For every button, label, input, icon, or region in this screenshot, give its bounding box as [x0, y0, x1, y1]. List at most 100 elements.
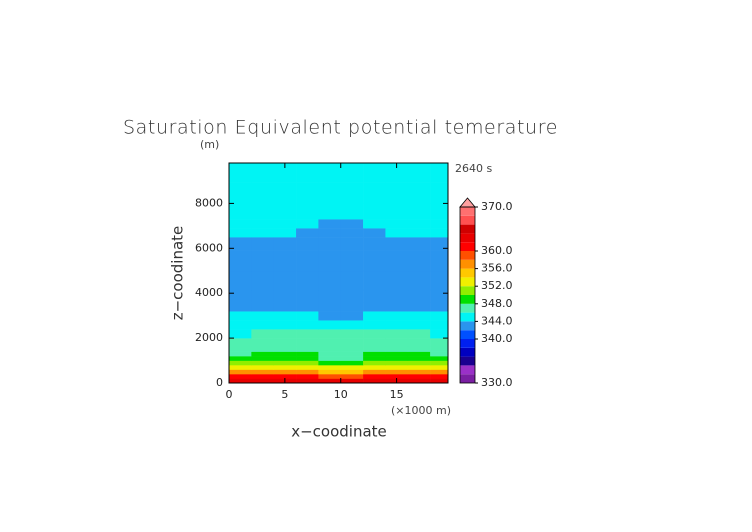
- colorbar-band: [460, 356, 475, 366]
- contour-cell: [340, 289, 364, 303]
- contour-cell: [296, 302, 319, 312]
- contour-cell: [229, 360, 252, 366]
- contour-cell: [363, 356, 386, 361]
- contour-cell: [340, 365, 364, 370]
- contour-cell: [363, 320, 386, 330]
- contour-cell: [273, 320, 297, 330]
- contour-cell: [251, 219, 274, 229]
- contour-cell: [318, 289, 342, 303]
- contour-cell: [229, 228, 252, 238]
- contour-cell: [407, 237, 431, 251]
- x-unit: (×1000 m): [391, 404, 451, 417]
- contour-cell: [385, 320, 409, 330]
- contour-cell: [229, 338, 252, 347]
- contour-cell: [340, 374, 364, 379]
- contour-cell: [340, 356, 364, 361]
- contour-cell: [385, 356, 409, 361]
- contour-cell: [363, 302, 386, 312]
- contour-cell: [430, 345, 449, 352]
- contour-cell: [363, 250, 386, 272]
- contour-cell: [318, 369, 342, 375]
- colorbar-tick-label: 356.0: [481, 262, 513, 275]
- contour-cell: [430, 356, 449, 361]
- overlay: 0 5 10 15 0 2000 4000 6000 8000 370.0 360.0 356.0 35…: [195, 162, 513, 401]
- contour-cell: [407, 302, 431, 312]
- x-tick-label: 10: [334, 388, 348, 401]
- contour-cell: [363, 374, 386, 379]
- contour-cell: [251, 374, 274, 379]
- contour-cell: [296, 182, 319, 204]
- contour-cell: [273, 351, 297, 357]
- contour-cell: [273, 203, 297, 220]
- contour-cell: [318, 329, 342, 339]
- contour-cell: [407, 338, 431, 347]
- contour-cell: [430, 182, 449, 204]
- contour-cell: [407, 270, 431, 291]
- contour-cell: [318, 311, 342, 321]
- contour-cell: [318, 320, 342, 330]
- contour-cell: [251, 369, 274, 375]
- contour-cell: [385, 351, 409, 357]
- colorbar-band: [460, 286, 475, 295]
- contour-cell: [318, 237, 342, 251]
- contour-cell: [296, 203, 319, 220]
- y-tick-label: 2000: [195, 331, 223, 344]
- contour-cell: [318, 182, 342, 204]
- contour-cell: [251, 356, 274, 361]
- contour-cell: [407, 320, 431, 330]
- colorbar-band: [460, 347, 475, 357]
- contour-cell: [251, 351, 274, 357]
- contour-cell: [296, 250, 319, 272]
- colorbar-band: [460, 339, 475, 348]
- contour-cell: [318, 302, 342, 312]
- contour-cell: [430, 250, 449, 272]
- contour-cell: [296, 345, 319, 352]
- x-axis-label: x−coodinate: [291, 423, 387, 441]
- contour-cell: [430, 338, 449, 347]
- contour-cell: [273, 311, 297, 321]
- contour-cell: [340, 311, 364, 321]
- colorbar-tick-label: 348.0: [481, 297, 513, 310]
- contour-cell: [296, 374, 319, 379]
- y-unit: (m): [200, 138, 219, 151]
- plot-frame: [228, 162, 449, 384]
- contour-cell: [407, 228, 431, 238]
- colorbar-tick-label: 352.0: [481, 279, 513, 292]
- contour-cell: [363, 228, 386, 238]
- contour-cell: [385, 365, 409, 370]
- contour-cell: [229, 203, 252, 220]
- colorbar-band: [460, 259, 475, 269]
- colorbar-band: [460, 268, 475, 278]
- contour-cell: [363, 270, 386, 291]
- y-tick-label: 0: [216, 376, 223, 389]
- contour-cell: [407, 378, 431, 384]
- contour-cell: [385, 345, 409, 352]
- contour-cell: [296, 365, 319, 370]
- contour-cell: [296, 289, 319, 303]
- contour-cell: [296, 356, 319, 361]
- contour-cell: [229, 237, 252, 251]
- contour-cell: [296, 338, 319, 347]
- x-tick-label: 0: [226, 388, 233, 401]
- contour-cell: [430, 219, 449, 229]
- contour-cell: [296, 270, 319, 291]
- chart-title: Saturation Equivalent potential temeratu…: [123, 117, 558, 139]
- contour-cell: [273, 369, 297, 375]
- contour-cell: [430, 311, 449, 321]
- contour-cell: [251, 270, 274, 291]
- colorbar-band: [460, 303, 475, 313]
- contour-cell: [363, 311, 386, 321]
- colorbar-tick-label: 370.0: [481, 200, 513, 213]
- colorbar-band: [460, 295, 475, 304]
- contour-cell: [296, 329, 319, 339]
- contour-cell: [251, 182, 274, 204]
- contour-cell: [229, 289, 252, 303]
- colorbar-band: [460, 321, 475, 331]
- contour-cell: [229, 345, 252, 352]
- contour-cell: [273, 365, 297, 370]
- contour-cell: [273, 270, 297, 291]
- colorbar-band: [460, 312, 475, 322]
- contour-cell: [251, 320, 274, 330]
- contour-cell: [407, 250, 431, 272]
- contour-cell: [385, 163, 409, 183]
